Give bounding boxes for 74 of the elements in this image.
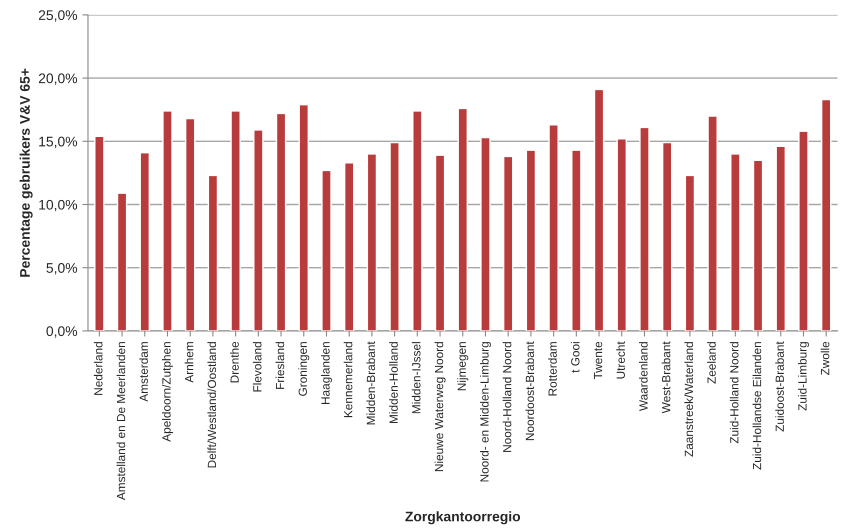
bar [184,118,196,331]
x-tick-label: Midden-IJssel [412,342,421,414]
bar [321,170,332,331]
bar [594,88,604,331]
y-tick-label: 0,0% [46,326,78,338]
bar [412,110,423,331]
bar [344,162,354,331]
x-tick-label: t Gooi [570,342,580,373]
x-tick-label: Zeeland [707,342,716,384]
y-tick-label: 20,0% [38,73,78,85]
x-tick-label: Zwolle [820,342,830,376]
y-axis-title: Percentage gebruikers V&V 65+ [20,68,33,277]
bar [208,174,218,331]
x-tick-label: Zuid-Hollandse Eilanden [752,342,762,470]
bar [458,108,468,331]
y-tick-label: 25,0% [38,10,78,22]
bar [253,129,264,331]
y-tick-label: 15,0% [39,136,78,148]
bar [730,153,741,331]
x-tick-label: Delft/Westland/Oostland [207,342,216,468]
bar [94,136,105,331]
bar [116,192,128,331]
bar [616,138,627,331]
x-tick-label: Haaglanden [320,342,332,404]
bar [366,153,378,331]
x-tick-label: Twente [594,342,602,380]
bar [639,126,650,331]
x-tick-label: Flevoland [252,342,262,392]
y-tick-label: 10,0% [39,200,78,212]
x-tick-label: Amsterdam [139,342,148,402]
x-tick-label: Zuid-Holland Noord [730,342,738,444]
x-tick-label: Friesland [276,342,284,389]
bar [162,110,173,331]
bar [548,124,559,331]
x-tick-label: Nederland [94,342,103,395]
x-tick-label: Apeldoorn/Zutphen [162,342,173,442]
bar [389,142,400,331]
x-tick-label: Rotterdam [548,342,557,396]
bar [820,98,832,331]
x-tick-label: Noord- en Midden-Limburg [480,342,491,482]
y-tick-label: 5,0% [46,263,78,275]
bar [526,149,536,331]
x-tick-label: Noordoost-Brabant [525,341,534,440]
x-tick-label: Drenthe [230,342,239,382]
x-tick-label: Utrecht [616,341,625,378]
bar [276,112,286,331]
x-tick-label: Nieuwe Waterweg Noord [434,342,446,472]
x-tick-label: Noord-Holland Noord [502,342,512,452]
x-tick-label: Arnhem [184,342,194,383]
x-tick-label: West-Brabant [662,341,670,414]
bar [752,160,764,331]
bar [662,142,672,331]
bar [798,130,809,331]
x-tick-label: Zaanstreek/Waterland [684,342,694,457]
bar [298,104,310,331]
x-tick-label: Amstelland en De Meerlanden [116,342,126,500]
bar [502,156,514,331]
x-tick-label: Midden-Brabant [366,341,376,424]
x-tick-label: Waardenland [638,342,648,412]
bar [480,136,491,331]
x-tick-label: Midden-Holland [389,342,398,424]
bar [140,152,150,331]
bar [571,149,582,331]
x-tick-label: Zuid-Limburg [798,342,809,410]
x-axis-title: Zorgkantoorregio [405,511,520,524]
x-tick-label: Kennemerland [344,342,352,418]
bar [230,110,241,331]
bar [684,174,696,331]
bar [434,154,446,331]
x-tick-label: Zuidoost-Brabant [775,341,784,432]
x-tick-label: Nijmegen [457,342,468,390]
bar [776,146,786,331]
x-tick-label: Groningen [298,342,310,396]
bar [707,115,718,331]
